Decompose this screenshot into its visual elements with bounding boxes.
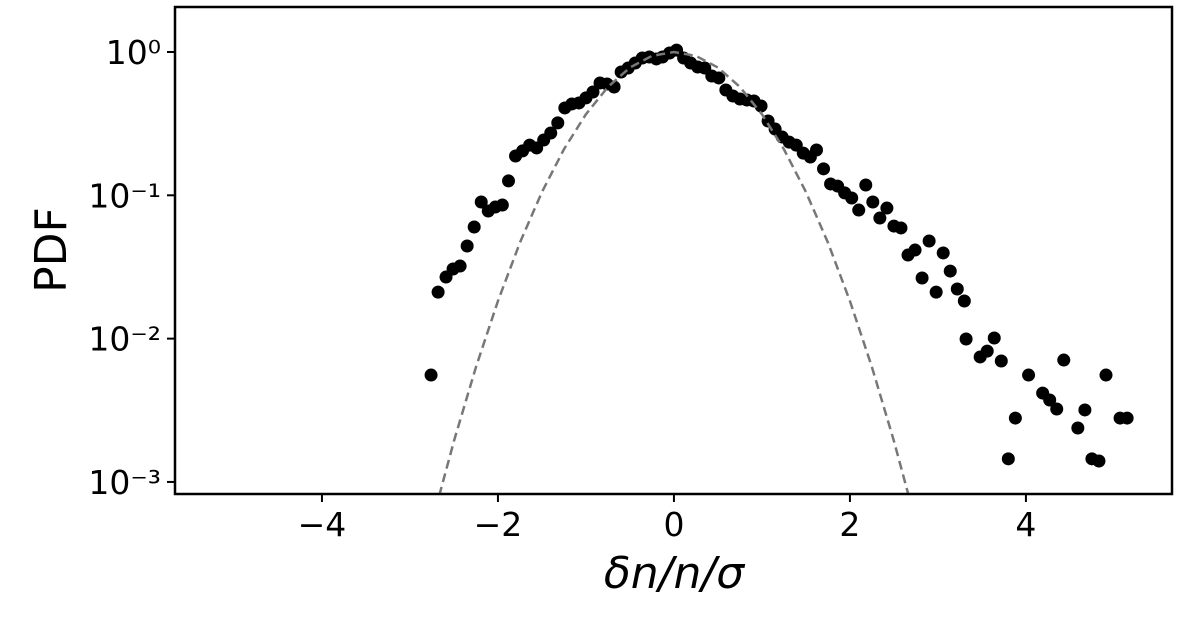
data-point xyxy=(866,195,880,209)
data-point xyxy=(987,331,1001,345)
data-point xyxy=(817,162,831,176)
data-point xyxy=(1043,393,1057,407)
data-point xyxy=(922,234,936,248)
x-tick-label: −4 xyxy=(298,505,347,544)
data-point xyxy=(957,294,971,308)
data-point xyxy=(859,178,873,192)
y-tick-label: 10⁻¹ xyxy=(88,176,161,215)
y-tick-label: 10⁰ xyxy=(106,33,161,72)
data-point xyxy=(845,191,859,205)
data-point xyxy=(873,211,887,225)
x-axis-label: δn/n/σ xyxy=(604,548,745,599)
data-point xyxy=(852,203,866,217)
data-point xyxy=(980,344,994,358)
data-point xyxy=(712,71,726,85)
data-point xyxy=(809,143,823,157)
x-tick-label: −2 xyxy=(474,505,523,544)
data-point xyxy=(1057,353,1071,367)
data-point xyxy=(1001,452,1015,466)
data-point xyxy=(453,259,467,273)
x-tick-label: 0 xyxy=(663,505,684,544)
data-point xyxy=(1022,368,1036,382)
data-point xyxy=(586,85,600,99)
data-point xyxy=(474,195,488,209)
x-tick-label: 4 xyxy=(1015,505,1036,544)
data-point xyxy=(754,99,768,113)
y-axis-label: PDF xyxy=(26,207,77,293)
data-point xyxy=(929,285,943,299)
data-point xyxy=(467,220,481,234)
data-point xyxy=(959,332,973,346)
data-point xyxy=(1092,454,1106,468)
data-point xyxy=(943,264,957,278)
plot-area xyxy=(424,43,1134,494)
data-point xyxy=(894,221,908,235)
data-point xyxy=(1120,411,1134,425)
data-point xyxy=(950,282,964,296)
data-point xyxy=(1099,368,1113,382)
data-point xyxy=(460,239,474,253)
data-point xyxy=(1078,403,1092,417)
data-point xyxy=(502,174,516,188)
x-tick-label: 2 xyxy=(839,505,860,544)
reference-curve xyxy=(438,50,910,494)
data-point xyxy=(880,201,894,215)
y-tick-label: 10⁻³ xyxy=(88,463,161,502)
data-point xyxy=(1071,421,1085,435)
data-point xyxy=(936,246,950,260)
data-point xyxy=(495,198,509,212)
data-point xyxy=(1008,411,1022,425)
y-tick-label: 10⁻² xyxy=(88,320,161,359)
data-point xyxy=(551,116,565,130)
data-point xyxy=(424,368,438,382)
data-point xyxy=(431,285,445,299)
data-point xyxy=(908,243,922,257)
data-point xyxy=(1050,402,1064,416)
data-point xyxy=(915,271,929,285)
data-point xyxy=(544,126,558,140)
plot-frame xyxy=(173,5,1174,496)
data-point xyxy=(994,354,1008,368)
